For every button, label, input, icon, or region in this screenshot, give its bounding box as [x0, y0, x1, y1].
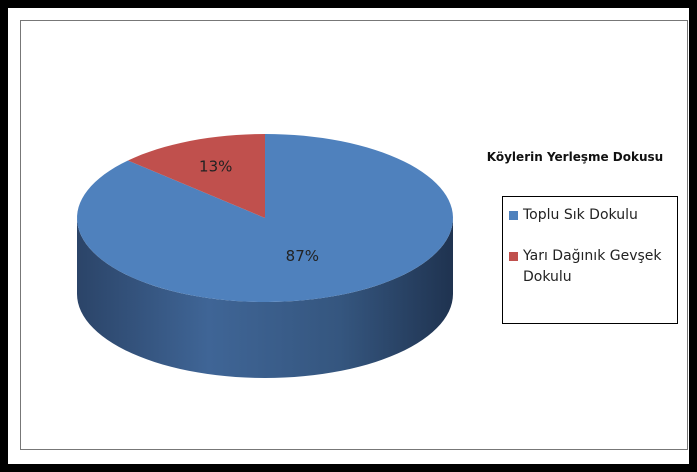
legend-swatch: [509, 211, 518, 220]
plot-area: [20, 20, 688, 450]
data-label: 87%: [286, 247, 319, 265]
slice-side: [77, 218, 453, 378]
slice: [77, 134, 453, 302]
legend-swatch: [509, 252, 518, 261]
legend-entry: Yarı Dağınık Gevşek Dokulu: [509, 246, 671, 288]
chart-title: Köylerin Yerleşme Dokusu: [486, 150, 664, 164]
slice: [127, 134, 265, 218]
legend-label: Yarı Dağınık Gevşek Dokulu: [523, 248, 662, 285]
legend: Toplu Sık Dokulu Yarı Dağınık Gevşek Doku…: [502, 196, 678, 324]
legend-label: Toplu Sık Dokulu: [523, 207, 638, 223]
data-label: 13%: [199, 158, 232, 176]
legend-entry: Toplu Sık Dokulu: [509, 205, 671, 226]
